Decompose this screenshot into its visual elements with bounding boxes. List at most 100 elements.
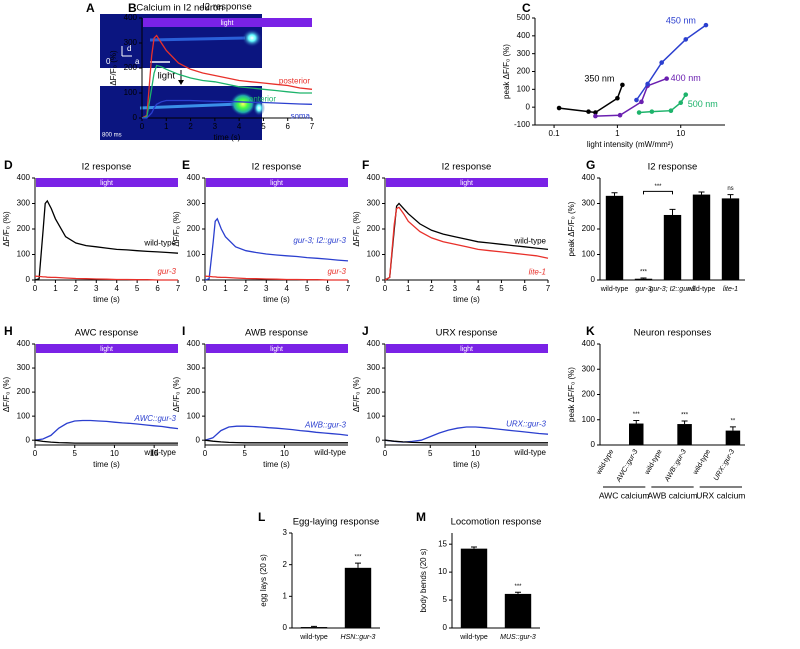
x-tick-label: wild-type xyxy=(692,448,712,476)
x-tick-label: 2 xyxy=(244,284,249,293)
x-tick-label: wild-type xyxy=(643,448,663,476)
x-tick-label: 10 xyxy=(110,449,119,458)
x-tick-label: 0 xyxy=(33,284,38,293)
x-tick-label: 0 xyxy=(203,284,208,293)
chart-title: I2 response xyxy=(648,162,698,173)
data-point xyxy=(668,108,674,114)
y-tick-label: 400 xyxy=(17,173,31,182)
data-point xyxy=(634,97,639,103)
y-tick-label: 300 xyxy=(124,38,138,47)
chart-title: AWB response xyxy=(245,328,308,339)
data-point xyxy=(683,37,689,42)
series-line xyxy=(384,202,549,281)
y-axis-label: peak ΔF/F₀ (%) xyxy=(567,367,576,422)
panel-letter: D xyxy=(4,158,13,172)
panel-letter: J xyxy=(362,324,369,338)
x-tick-label: 7 xyxy=(346,284,351,293)
series-label: posterior xyxy=(279,76,310,85)
image-panel: A Calcium in I2 neuron d a 0 light 800 m… xyxy=(86,1,265,140)
x-tick-label: URX::gur-3 xyxy=(713,448,737,482)
bar xyxy=(692,194,711,280)
x-tick-label: 1 xyxy=(406,284,411,293)
value-label: *** xyxy=(354,555,362,561)
x-tick-label: gur-3 xyxy=(635,286,651,293)
y-tick-label: 400 xyxy=(367,173,381,182)
y-tick-label: 300 xyxy=(582,199,596,208)
x-tick-label: 4 xyxy=(284,284,289,293)
x-tick-label: 15 xyxy=(150,449,159,458)
cell-body xyxy=(242,29,262,47)
y-tick-label: 300 xyxy=(187,363,201,372)
y-tick-label: 300 xyxy=(17,199,31,208)
y-tick-label: 100 xyxy=(187,250,201,259)
compass-label: a xyxy=(135,57,140,66)
series-label: gur-3; I2::gur-3 xyxy=(293,236,346,245)
y-tick-label: 400 xyxy=(187,339,201,348)
value-label: ns xyxy=(727,186,733,192)
series-line xyxy=(204,275,348,281)
series-label: AWC::gur-3 xyxy=(134,414,177,423)
y-tick-label: 200 xyxy=(582,390,596,399)
x-tick-label: 1 xyxy=(164,122,169,131)
x-tick-label: AWB::gur-3 xyxy=(663,448,688,484)
y-tick-label: 2 xyxy=(283,560,288,569)
neuron xyxy=(139,102,241,110)
series-line xyxy=(141,64,312,119)
error-bar xyxy=(355,562,361,568)
x-tick-label: 10 xyxy=(280,449,289,458)
x-tick-label: wild-type xyxy=(595,448,615,476)
x-tick-label: 5 xyxy=(135,284,140,293)
light-bar xyxy=(386,178,548,187)
series-line xyxy=(204,439,348,444)
chart-title: URX response xyxy=(436,328,498,339)
bar xyxy=(605,195,624,280)
series-line xyxy=(384,206,549,281)
x-tick-label: 6 xyxy=(522,284,527,293)
y-tick-label: 500 xyxy=(517,13,531,22)
value-label: *** xyxy=(514,584,522,590)
x-tick-label: 1 xyxy=(615,129,620,138)
bar xyxy=(725,430,741,445)
x-tick-label: 0 xyxy=(140,122,145,131)
x-tick-label: 3 xyxy=(453,284,458,293)
bar xyxy=(663,214,682,280)
series-label: 450 nm xyxy=(666,16,696,26)
chart-title: I2 response xyxy=(82,162,132,173)
bar xyxy=(721,198,740,280)
series-label: wild-type xyxy=(513,448,546,457)
panel-letter: I xyxy=(182,324,185,338)
series-line xyxy=(141,34,313,119)
group-label: AWC calcium xyxy=(599,490,650,500)
panel-letter: E xyxy=(182,158,190,172)
y-axis-label: egg lays (20 s) xyxy=(259,554,268,607)
value-label: *** xyxy=(681,413,689,419)
x-tick-label: 5 xyxy=(261,122,266,131)
error-bar xyxy=(669,208,676,215)
y-tick-label: 100 xyxy=(517,84,531,93)
bracket xyxy=(643,190,673,195)
y-tick-label: 100 xyxy=(582,415,596,424)
series-label: wild-type xyxy=(143,238,176,247)
y-tick-label: 0 xyxy=(133,113,138,122)
y-axis-label: ΔF/F₀ (%) xyxy=(172,377,181,413)
error-bar xyxy=(515,591,521,594)
y-tick-label: 400 xyxy=(187,173,201,182)
light-label: light xyxy=(270,180,283,187)
y-axis-label: ΔF/F₀ (%) xyxy=(172,211,181,247)
y-tick-label: 200 xyxy=(187,387,201,396)
bar xyxy=(677,424,692,445)
data-point xyxy=(636,110,642,115)
x-tick-label: 1 xyxy=(53,284,58,293)
group-label: URX calcium xyxy=(696,490,745,500)
series-label: lite-1 xyxy=(529,267,546,276)
time-label: 800 ms xyxy=(102,133,122,139)
series-label: wild-type xyxy=(513,237,546,246)
y-tick-label: 3 xyxy=(283,528,288,537)
x-axis-label: light intensity (mW/mm²) xyxy=(587,140,674,149)
x-tick-label: 5 xyxy=(72,449,77,458)
y-tick-label: 300 xyxy=(17,363,31,372)
series-label: gur-3 xyxy=(327,267,346,276)
x-axis-label: time (s) xyxy=(263,295,290,304)
light-label: light xyxy=(460,180,473,187)
light-bar xyxy=(36,344,178,353)
